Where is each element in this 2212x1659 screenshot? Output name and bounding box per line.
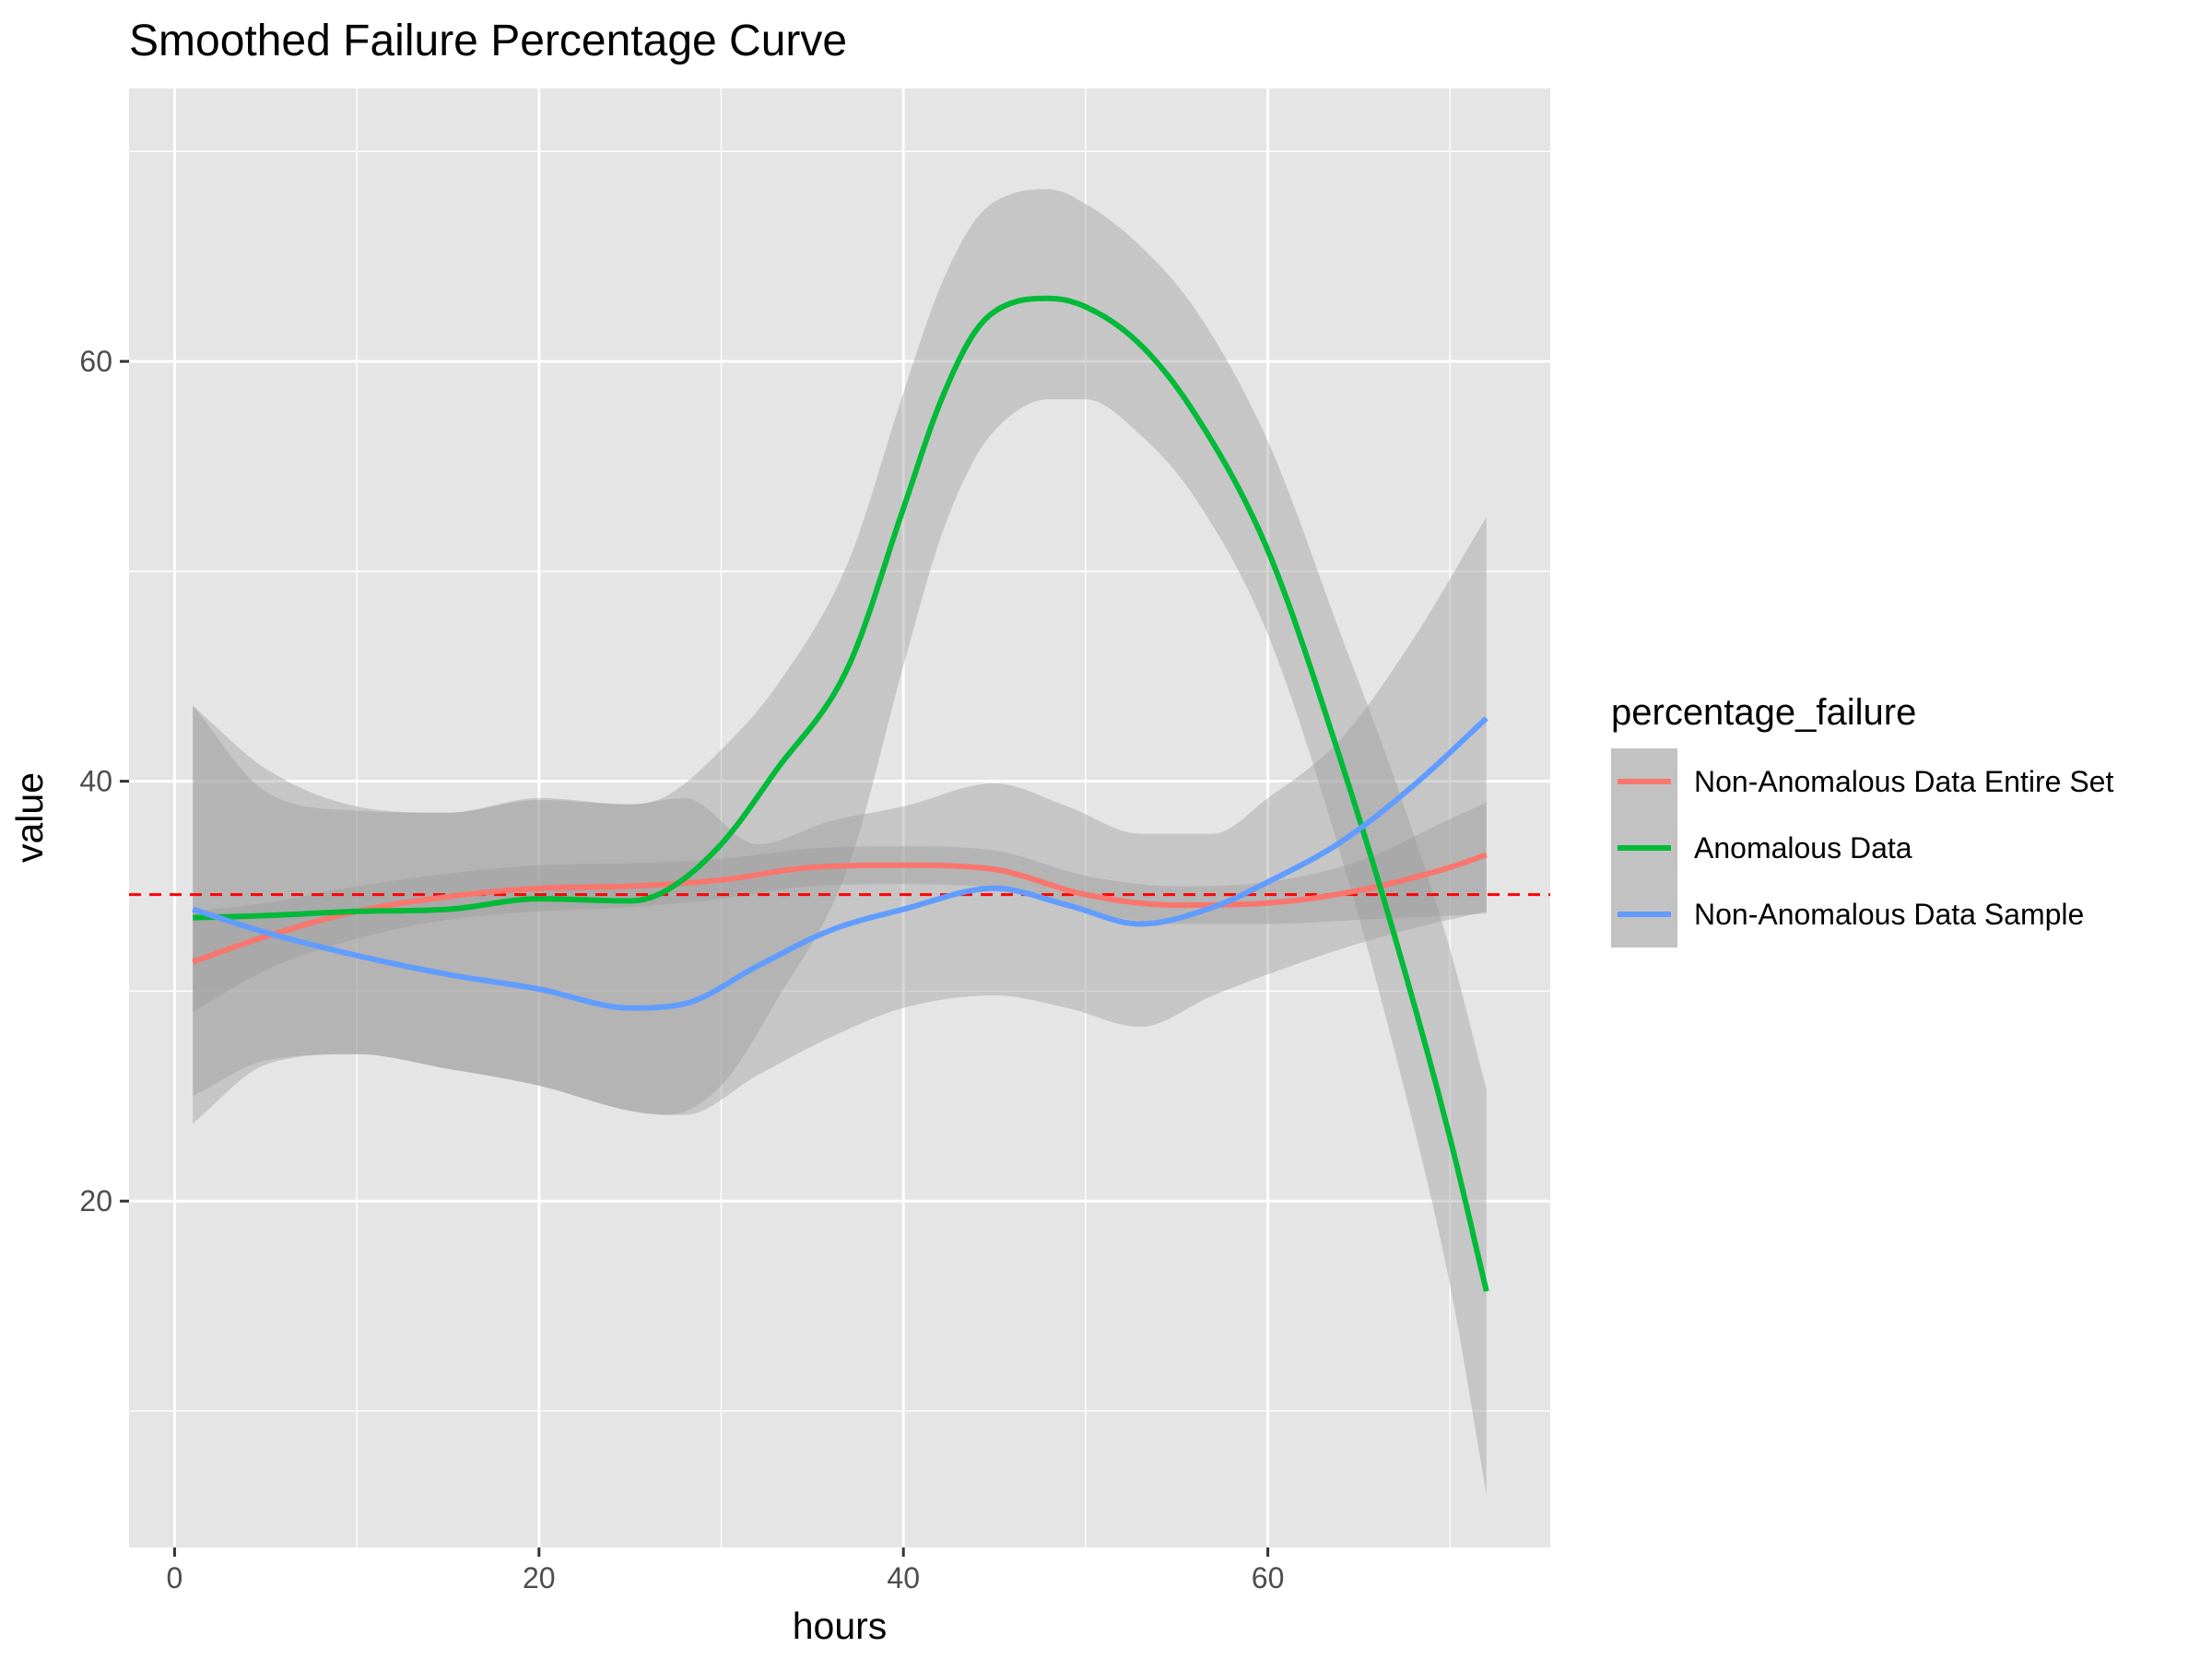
legend-label: Non-Anomalous Data Sample — [1694, 898, 2084, 931]
legend: percentage_failure Non-Anomalous Data En… — [1611, 692, 2113, 947]
y-axis-title: value — [8, 772, 51, 863]
series-lines — [192, 295, 1489, 1292]
legend-title: percentage_failure — [1611, 692, 1916, 733]
axes: 0 20 40 60 20 40 60 — [79, 345, 1284, 1594]
y-tick-label: 60 — [79, 345, 112, 378]
confidence-ribbon — [193, 189, 1487, 1496]
x-axis-title: hours — [793, 1605, 888, 1647]
series-line — [192, 852, 1488, 965]
plot-panel — [129, 88, 1550, 1547]
series-line — [193, 295, 1489, 1292]
x-tick-label: 0 — [167, 1561, 183, 1594]
grid-minor — [129, 88, 1550, 1547]
grid-major — [129, 88, 1550, 1547]
legend-label: Anomalous Data — [1694, 831, 1912, 865]
x-tick-label: 20 — [523, 1561, 556, 1594]
x-tick-label: 60 — [1252, 1561, 1285, 1594]
y-tick-label: 40 — [79, 765, 112, 798]
legend-keys: Non-Anomalous Data Entire Set Anomalous D… — [1611, 748, 2113, 947]
legend-label: Non-Anomalous Data Entire Set — [1694, 765, 2113, 798]
confidence-ribbon — [193, 516, 1487, 1115]
series-line — [192, 716, 1488, 1011]
chart-title: Smoothed Failure Percentage Curve — [129, 17, 847, 65]
x-tick-label: 40 — [887, 1561, 920, 1594]
y-tick-label: 20 — [79, 1184, 112, 1218]
